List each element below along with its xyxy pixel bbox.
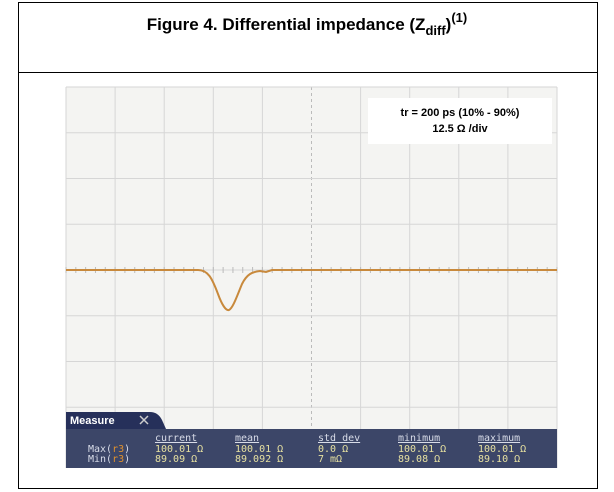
measure-value: 100.01 Ω [235,444,283,455]
title-subscript: diff [425,23,446,38]
trace [66,269,557,312]
row-label-part: ) [124,454,130,465]
scope-screen [66,87,557,468]
row-label-part: Min( [88,454,112,465]
column-header: minimum [398,433,440,444]
row-label-part: ) [124,444,130,455]
column-header: maximum [478,433,520,444]
measure-panel [66,429,557,468]
row-label: Max(r3) [88,444,130,455]
measure-value: 100.01 Ω [398,444,446,455]
measure-value: 89.092 Ω [235,454,283,465]
annotation-line: tr = 200 ps (10% - 90%) [401,107,520,119]
measure-value: 0.0 Ω [318,444,348,455]
close-icon [139,415,149,425]
measure-value: 89.08 Ω [398,454,440,465]
figure-title: Figure 4. Differential impedance (Zdiff)… [147,10,467,38]
measure-value: 89.09 Ω [155,454,197,465]
title-superscript: (1) [451,10,467,25]
row-label-part: r3 [112,454,124,465]
row-label-part: r3 [112,444,124,455]
measure-tab-label: Measure [70,415,115,427]
annotation-line: 12.5 Ω /div [432,123,488,135]
column-header: mean [235,433,259,444]
title-close: ) [446,15,452,34]
measure-value: 100.01 Ω [478,444,526,455]
row-label: Min(r3) [88,454,130,465]
annotation-box [368,98,552,144]
measure-table: current mean std dev minimum maximum Max(r3) 1… [88,433,526,465]
measure-value: 7 mΩ [318,454,342,465]
title-text: Figure 4. Differential impedance (Z [147,15,426,34]
column-header: current [155,433,197,444]
measure-value: 100.01 Ω [155,444,203,455]
column-header: std dev [318,433,360,444]
measure-value: 89.10 Ω [478,454,520,465]
row-label-part: Max( [88,444,112,455]
